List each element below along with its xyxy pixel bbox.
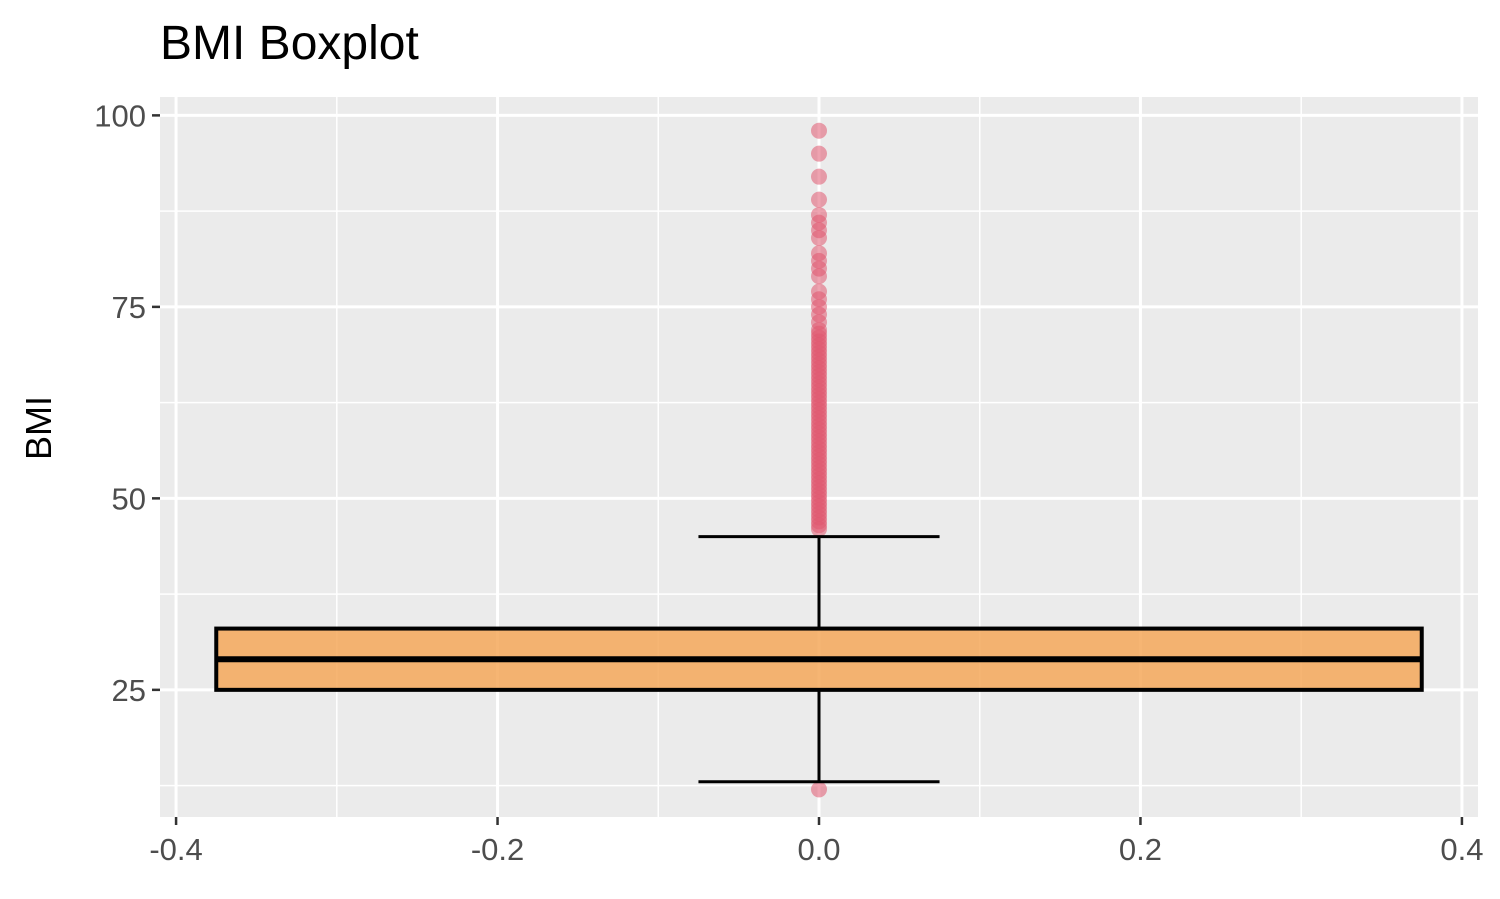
- outlier-point: [811, 781, 827, 798]
- outlier-point: [811, 283, 827, 300]
- outlier-point: [811, 245, 827, 262]
- axis-ticks: [152, 114, 1464, 825]
- chart-title: BMI Boxplot: [160, 17, 419, 70]
- y-tick-label: 100: [94, 98, 146, 133]
- x-axis-tick-labels: -0.4 -0.2 0.0 0.2 0.4: [149, 832, 1483, 867]
- y-tick-label: 50: [112, 481, 146, 516]
- x-tick-label: -0.4: [149, 832, 202, 867]
- outlier-points: [811, 122, 827, 798]
- outlier-point: [811, 206, 827, 223]
- x-tick-label: 0.0: [797, 832, 840, 867]
- y-tick-label: 75: [112, 290, 146, 325]
- outlier-point: [811, 122, 827, 139]
- boxplot-box: [214, 535, 1424, 784]
- outlier-point: [811, 145, 827, 162]
- outlier-point: [811, 191, 827, 208]
- x-tick-label: -0.2: [471, 832, 524, 867]
- y-tick-label: 25: [112, 673, 146, 708]
- y-axis-tick-labels: 25 50 75 100: [94, 98, 146, 707]
- x-tick-label: 0.4: [1440, 832, 1483, 867]
- outlier-point: [811, 168, 827, 185]
- x-tick-label: 0.2: [1119, 832, 1162, 867]
